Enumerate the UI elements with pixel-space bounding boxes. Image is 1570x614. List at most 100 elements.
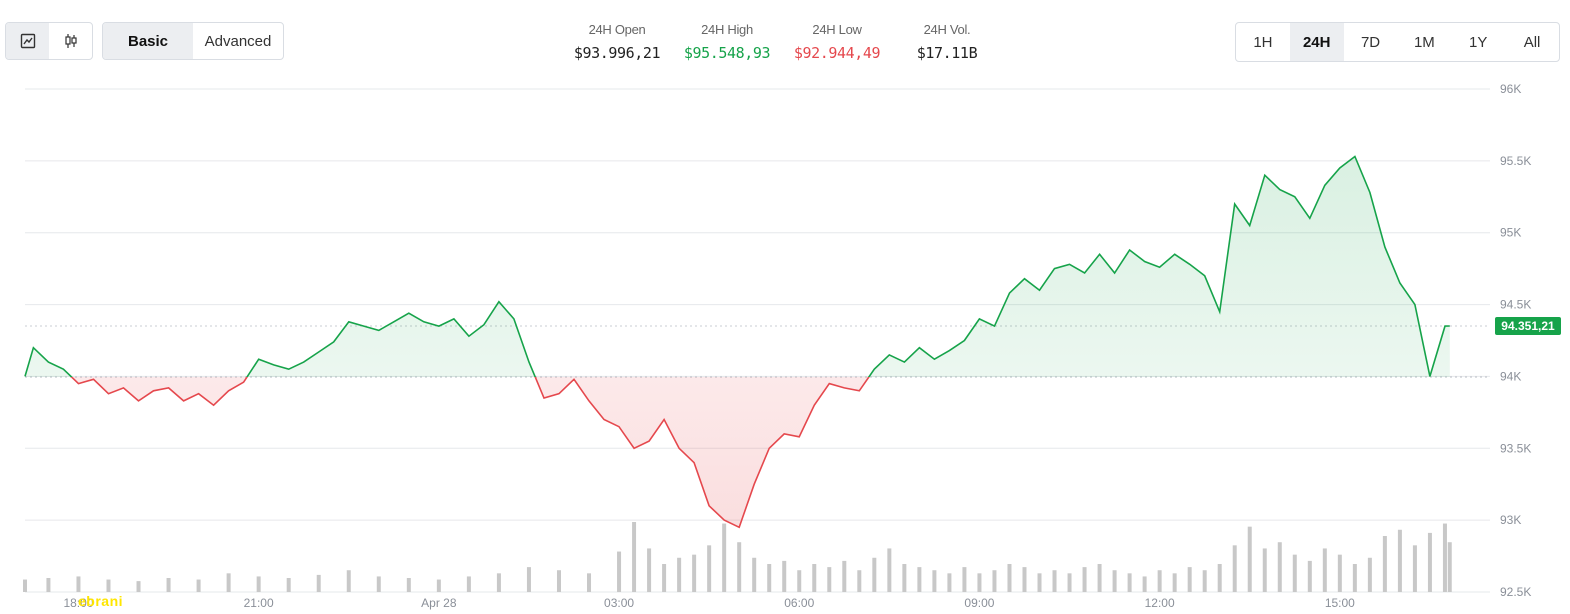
watermark-text: ebrani: [78, 593, 124, 609]
price-line: [24, 155, 1450, 529]
volume-bar: [1142, 576, 1147, 592]
volume-bar: [632, 522, 637, 592]
range-1h-button[interactable]: 1H: [1253, 33, 1273, 51]
stat-label: 24H Low: [812, 22, 862, 37]
stat-24h-open: 24H Open $93.996,21: [567, 22, 667, 62]
candlestick-button[interactable]: [49, 23, 92, 59]
y-tick-label: 95.5K: [1500, 154, 1531, 168]
line-above-baseline: [24, 155, 1450, 377]
volume-bar: [812, 564, 817, 592]
stat-24h-vol: 24H Vol. $17.11B: [897, 22, 997, 62]
stat-value: $95.548,93: [683, 44, 771, 62]
volume-bar: [1022, 567, 1027, 592]
stat-label: 24H Open: [588, 22, 646, 37]
volume-bar: [1007, 564, 1012, 592]
x-tick-label: 06:00: [784, 596, 814, 610]
volume-bar: [1277, 542, 1282, 592]
volume-bar: [1352, 564, 1357, 592]
y-tick-label: 92.5K: [1500, 585, 1531, 599]
volume-bar: [1307, 560, 1312, 592]
y-axis-ticks: 96K 95.5K 95K 94.5K 94K 93.5K 93K 92.5K: [1500, 82, 1531, 599]
range-1m-button[interactable]: 1M: [1413, 33, 1435, 51]
volume-bar: [556, 570, 561, 592]
current-price-tag: 94.351,21: [1495, 317, 1561, 335]
x-axis-ticks: 18:00 21:00 Apr 28 03:00 06:00 09:00 12:00 15:0…: [63, 596, 1355, 610]
volume-bar: [1172, 573, 1177, 592]
volume-bar: [1187, 567, 1192, 592]
volume-bar: [902, 564, 907, 592]
volume-bar: [1447, 542, 1452, 592]
volume-bar: [1082, 567, 1087, 592]
stat-value: $92.944,49: [793, 44, 881, 62]
y-tick-label: 94.5K: [1500, 298, 1531, 312]
volume-bar: [977, 573, 982, 592]
volume-bar: [406, 578, 411, 592]
volume-bar: [932, 570, 937, 592]
y-tick-label: 94K: [1500, 369, 1521, 383]
volume-bar: [1232, 545, 1237, 592]
stat-24h-high: 24H High $95.548,93: [677, 22, 777, 62]
volume-bar: [917, 567, 922, 592]
advanced-mode-button[interactable]: Advanced: [204, 32, 272, 50]
volume-bar: [1157, 570, 1162, 592]
volume-bar: [842, 560, 847, 592]
volume-bar: [136, 581, 141, 592]
volume-bar: [662, 564, 667, 592]
volume-bar: [857, 570, 862, 592]
volume-bars: [23, 522, 1452, 592]
volume-bar: [962, 567, 967, 592]
x-tick-label: 18:00: [63, 596, 93, 610]
volume-bar: [316, 574, 321, 592]
volume-bar: [346, 570, 351, 592]
volume-bar: [737, 542, 742, 592]
y-tick-label: 96K: [1500, 82, 1521, 96]
stat-value: $17.11B: [916, 44, 978, 62]
volume-bar: [1052, 570, 1057, 592]
range-24h-button[interactable]: 24H: [1289, 23, 1344, 61]
x-tick-label: 03:00: [604, 596, 634, 610]
x-tick-label: 09:00: [964, 596, 994, 610]
volume-bar: [166, 578, 171, 592]
volume-bar: [286, 578, 291, 592]
line-chart-button[interactable]: [6, 23, 49, 59]
basic-mode-button[interactable]: Basic: [103, 23, 193, 59]
x-tick-label: 12:00: [1145, 596, 1175, 610]
volume-bar: [1247, 526, 1252, 592]
area-below-baseline: [25, 376, 1450, 528]
mode-toggle: Basic Advanced: [102, 22, 284, 60]
volume-bar: [1292, 554, 1297, 592]
line-chart-icon: [20, 33, 35, 49]
volume-bar: [23, 579, 27, 592]
chart-type-toggle: [5, 22, 93, 60]
volume-bar: [1202, 570, 1207, 592]
volume-bar: [1427, 532, 1432, 592]
volume-bar: [1337, 554, 1342, 592]
volume-bar: [587, 573, 592, 592]
volume-bar: [1112, 570, 1117, 592]
y-tick-label: 93.5K: [1500, 441, 1531, 455]
volume-bar: [256, 576, 261, 592]
range-1y-button[interactable]: 1Y: [1469, 33, 1488, 51]
volume-bar: [436, 579, 441, 592]
volume-bar: [782, 560, 787, 592]
area-above-baseline: [25, 156, 1450, 377]
stat-value: $93.996,21: [573, 44, 661, 62]
y-tick-label: 95K: [1500, 226, 1521, 240]
time-range-toggle: 1H 24H 7D 1M 1Y All: [1235, 22, 1560, 62]
volume-bar: [76, 576, 81, 592]
volume-bar: [872, 557, 877, 592]
volume-bar: [376, 576, 381, 592]
volume-bar: [1322, 548, 1327, 592]
volume-bar: [106, 579, 111, 592]
volume-bar: [767, 564, 772, 592]
volume-bar: [1097, 564, 1102, 592]
price-area: [25, 156, 1450, 528]
range-all-button[interactable]: All: [1523, 33, 1541, 51]
line-below-baseline: [70, 376, 870, 529]
volume-bar: [226, 573, 231, 592]
volume-bar: [617, 551, 622, 592]
range-7d-button[interactable]: 7D: [1360, 33, 1381, 51]
y-tick-label: 93K: [1500, 513, 1521, 527]
